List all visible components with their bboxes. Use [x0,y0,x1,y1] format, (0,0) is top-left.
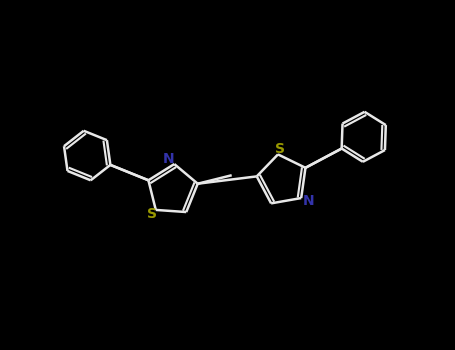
Text: N: N [162,152,174,166]
Text: N: N [303,194,314,208]
Text: S: S [275,142,285,156]
Text: S: S [147,207,157,221]
